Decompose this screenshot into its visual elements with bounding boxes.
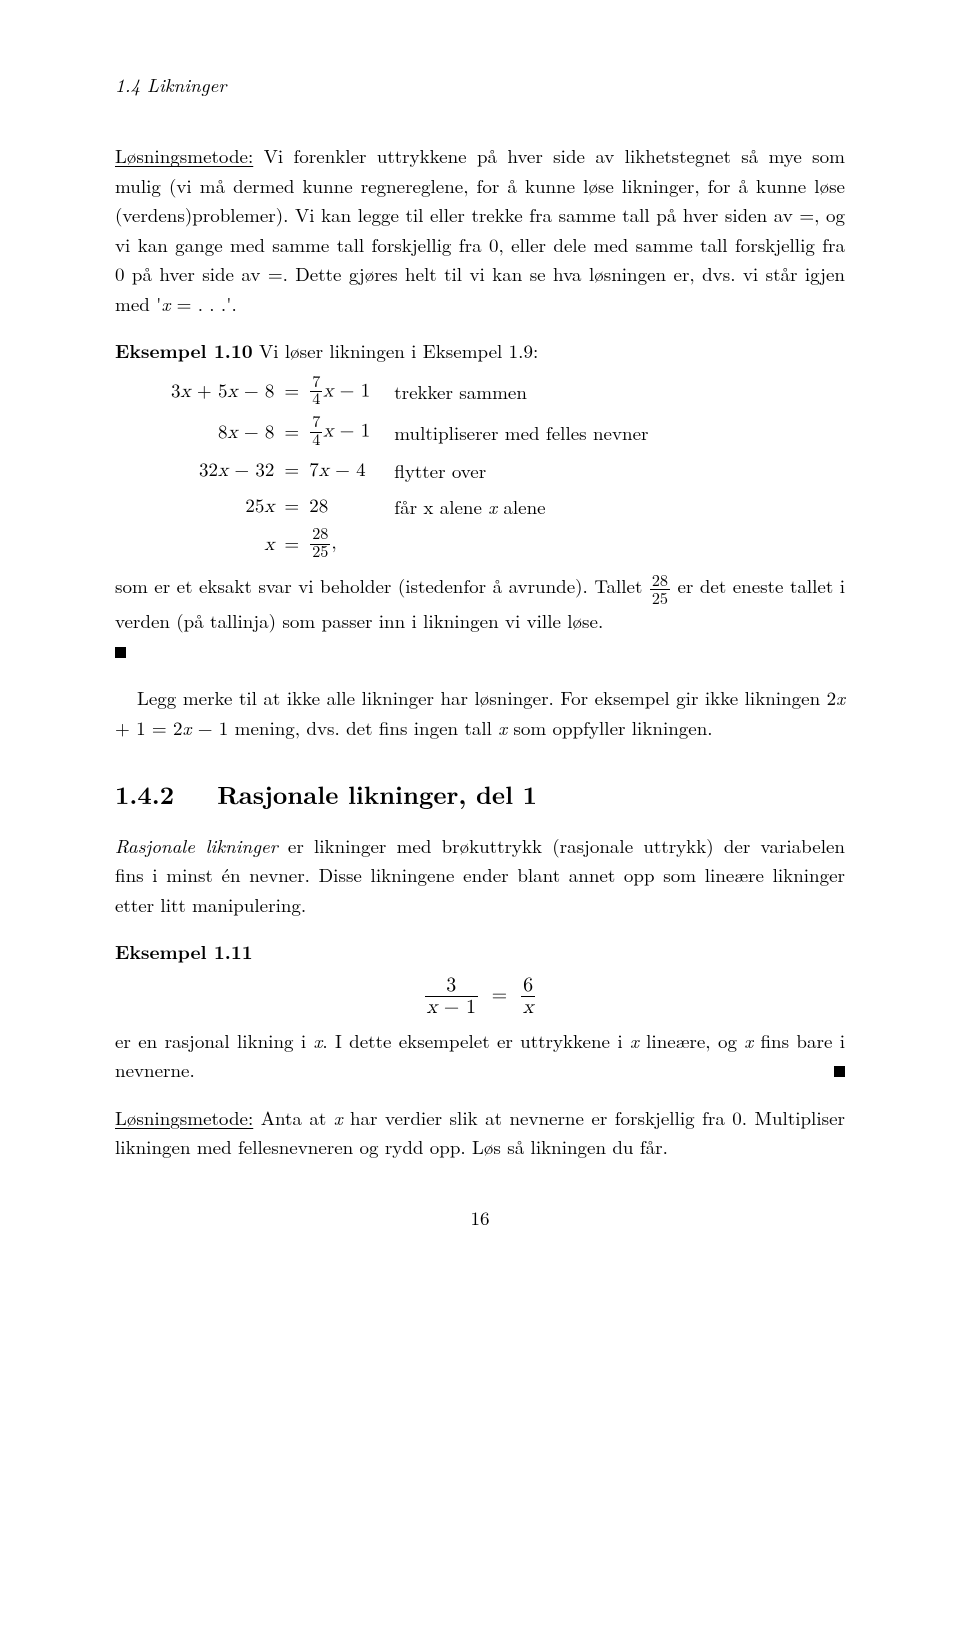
rational-intro: Rasjonale likninger er likninger med brø… [115, 831, 845, 919]
note-c: − 1 mening, dvs. det fins ingen tall [191, 714, 498, 741]
running-header: 1.4 Likninger [115, 70, 845, 99]
example-110-text: Vi løser likningen i Eksempel 1.9: [253, 337, 539, 364]
after-text-1: som er et eksakt svar vi beholder (isted… [115, 572, 649, 599]
eq-comment: trekker sammen [376, 372, 654, 413]
note-a: Legg merke til at ikke alle likninger ha… [137, 684, 836, 711]
note-d: som oppfyller likningen. [507, 714, 713, 741]
equation-table: 3x + 5x − 8 = 74x − 1 trekker sammen 8x … [165, 372, 654, 566]
eq-comment: multipliserer med felles nevner [376, 412, 654, 453]
intro-tail: = . . .'. [170, 290, 237, 317]
eq-lhs: x [165, 524, 280, 565]
example-111-label-line: Eksempel 1.11 [115, 937, 845, 966]
example-111-label: Eksempel 1.11 [115, 937, 253, 965]
equation-row: 32x − 32 = 7x − 4 flytter over [165, 453, 654, 488]
eq-rhs: 74x − 1 [303, 412, 376, 453]
e111-a: er en rasjonal likning i [115, 1027, 314, 1054]
eq-sign: = [280, 372, 303, 413]
qed-icon [115, 647, 126, 658]
eq-sign: = [280, 412, 303, 453]
e111-b: . I dette eksempelet er uttrykkene i [322, 1027, 630, 1054]
example-110-equations: 3x + 5x − 8 = 74x − 1 trekker sammen 8x … [165, 372, 845, 566]
qed-icon [834, 1066, 845, 1077]
intro-paragraph: Løsningsmetode: Vi forenkler uttrykkene … [115, 141, 845, 318]
method2-body: Anta at [253, 1104, 333, 1131]
note-paragraph: Legg merke til at ikke alle likninger ha… [115, 683, 845, 742]
section-heading: 1.4.2 Rasjonale likninger, del 1 [115, 776, 845, 815]
eq-rhs: 7x − 4 [303, 453, 376, 488]
eq-rhs: 28 [303, 489, 376, 524]
inline-frac: 2825 [650, 572, 670, 607]
equation-row: 8x − 8 = 74x − 1 multipliserer med felle… [165, 412, 654, 453]
eq-rhs: 74x − 1 [303, 372, 376, 413]
equation-row: 3x + 5x − 8 = 74x − 1 trekker sammen [165, 372, 654, 413]
example-110-heading: Eksempel 1.10 Vi løser likningen i Eksem… [115, 336, 845, 365]
rational-lead: Rasjonale likninger [115, 832, 278, 859]
frac-left: 3 x − 1 [425, 975, 478, 1018]
eq-comment [376, 524, 654, 565]
method2-paragraph: Løsningsmetode: Anta at x har verdier sl… [115, 1103, 845, 1162]
eq-comment: får x alene x alene [376, 489, 654, 524]
equation-row: x = 2825, [165, 524, 654, 565]
section-number: 1.4.2 [115, 777, 174, 812]
example-111-equation: 3 x − 1 = 6 x [115, 975, 845, 1018]
e111-c: lineære, og [639, 1027, 745, 1054]
section-title-text: Rasjonale likninger, del 1 [217, 777, 537, 812]
eq-lhs: 32x − 32 [165, 453, 280, 488]
eq-sign: = [280, 524, 303, 565]
method2-lead: Løsningsmetode: [115, 1104, 253, 1131]
intro-var-x: x [161, 290, 170, 317]
eq-rhs: 2825, [303, 524, 376, 565]
eq-comment: flytter over [376, 453, 654, 488]
eq-sign: = [280, 489, 303, 524]
note-b: + 1 = 2 [115, 714, 183, 741]
eq-sign: = [280, 453, 303, 488]
frac-right: 6 x [521, 975, 536, 1018]
intro-lead: Løsningsmetode: [115, 142, 253, 169]
example-111-after: er en rasjonal likning i x. I dette ekse… [115, 1026, 845, 1085]
example-110-after: som er et eksakt svar vi beholder (isted… [115, 571, 845, 665]
eq-lhs: 25x [165, 489, 280, 524]
eq-lhs: 8x − 8 [165, 412, 280, 453]
page-number: 16 [115, 1203, 845, 1232]
page: 1.4 Likninger Løsningsmetode: Vi forenkl… [0, 0, 960, 1293]
example-110-label: Eksempel 1.10 [115, 336, 253, 364]
equation-row: 25x = 28 får x alene x alene [165, 489, 654, 524]
eq-lhs: 3x + 5x − 8 [165, 372, 280, 413]
